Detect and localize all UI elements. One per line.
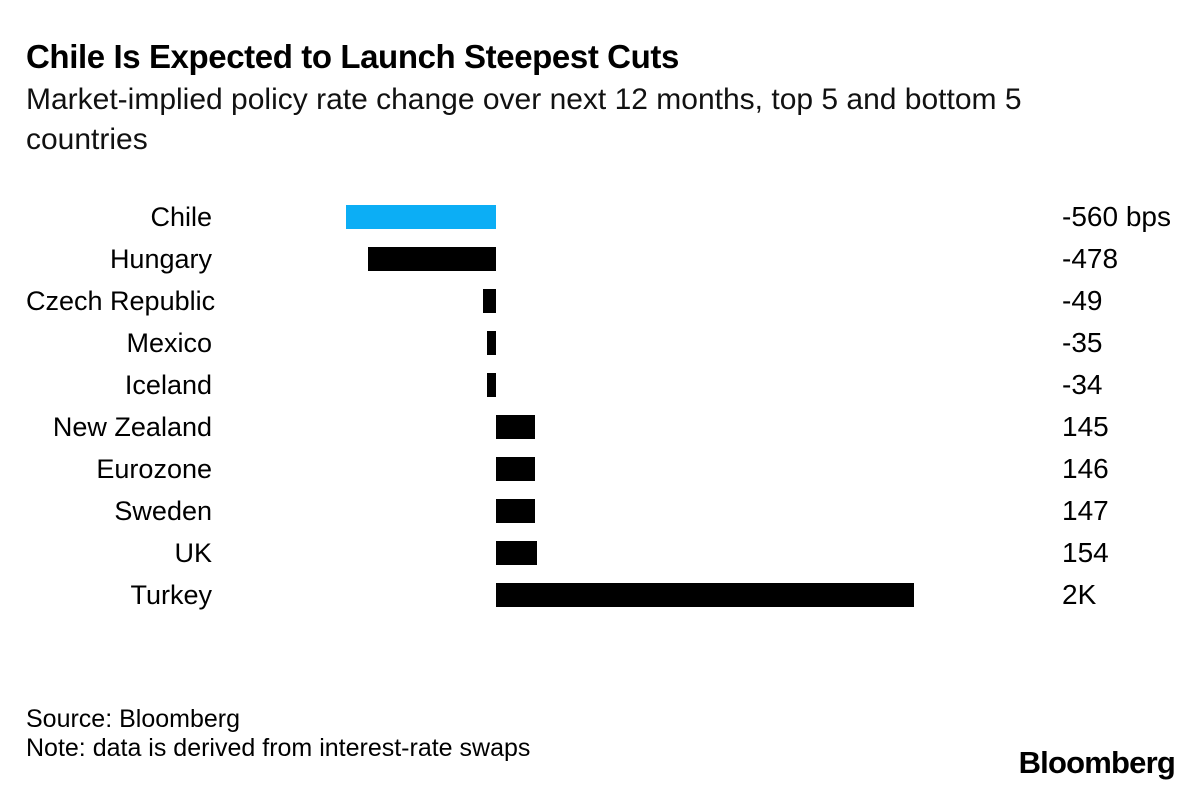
category-label: Turkey [130, 580, 212, 610]
bar-sweden [496, 499, 535, 523]
category-label: Czech Republic [26, 286, 216, 316]
value-label: -34 [1062, 369, 1103, 400]
value-label: 145 [1062, 411, 1109, 442]
source-text: Source: Bloomberg [26, 705, 241, 733]
footnotes: Source: Bloomberg Note: data is derived … [26, 705, 530, 763]
chart-subtitle-line-2: countries [26, 123, 148, 156]
value-label: 2K [1062, 579, 1097, 610]
note-text: Note: data is derived from interest-rate… [26, 734, 531, 762]
chart-row: Czech Republic -49 [26, 280, 1174, 322]
bar-new-zealand [496, 415, 535, 439]
category-label: Eurozone [96, 454, 212, 484]
value-label: -35 [1062, 327, 1103, 358]
chart-row: Turkey 2K [26, 574, 1174, 616]
bar-chart: Chile -560 bps Hungary -478 Czech Republic -4… [26, 196, 1174, 616]
bloomberg-logo: Bloomberg [1018, 745, 1176, 780]
category-label: Iceland [124, 370, 212, 400]
chart-row: Sweden 147 [26, 490, 1174, 532]
chart-row: Chile -560 bps [26, 196, 1174, 238]
category-label: UK [174, 538, 212, 568]
value-label: 146 [1062, 453, 1109, 484]
chart-title: Chile Is Expected to Launch Steepest Cut… [26, 38, 679, 75]
bar-iceland [487, 373, 496, 397]
bar-hungary [368, 247, 496, 271]
value-label: -478 [1062, 243, 1119, 274]
category-label: Sweden [114, 496, 212, 526]
bar-czech-republic [483, 289, 496, 313]
chart-row: Hungary -478 [26, 238, 1174, 280]
category-label: Mexico [126, 328, 212, 358]
chart-row: Mexico -35 [26, 322, 1174, 364]
category-label: Chile [150, 202, 212, 232]
bar-chile [346, 205, 496, 229]
bar-uk [496, 541, 537, 565]
value-label: 147 [1062, 495, 1109, 526]
value-label: -49 [1062, 285, 1103, 316]
bar-turkey [496, 583, 914, 607]
chart-row: Iceland -34 [26, 364, 1174, 406]
chart-row: New Zealand 145 [26, 406, 1174, 448]
chart-subtitle-line-1: Market-implied policy rate change over n… [26, 83, 1022, 116]
chart-row: UK 154 [26, 532, 1174, 574]
value-label: 154 [1062, 537, 1109, 568]
bar-mexico [487, 331, 496, 355]
value-label: -560 bps [1062, 201, 1171, 232]
chart-subtitle: Market-implied policy rate change over n… [26, 80, 1022, 160]
bar-eurozone [496, 457, 535, 481]
category-label: New Zealand [52, 412, 212, 442]
chart-row: Eurozone 146 [26, 448, 1174, 490]
category-label: Hungary [109, 244, 212, 274]
